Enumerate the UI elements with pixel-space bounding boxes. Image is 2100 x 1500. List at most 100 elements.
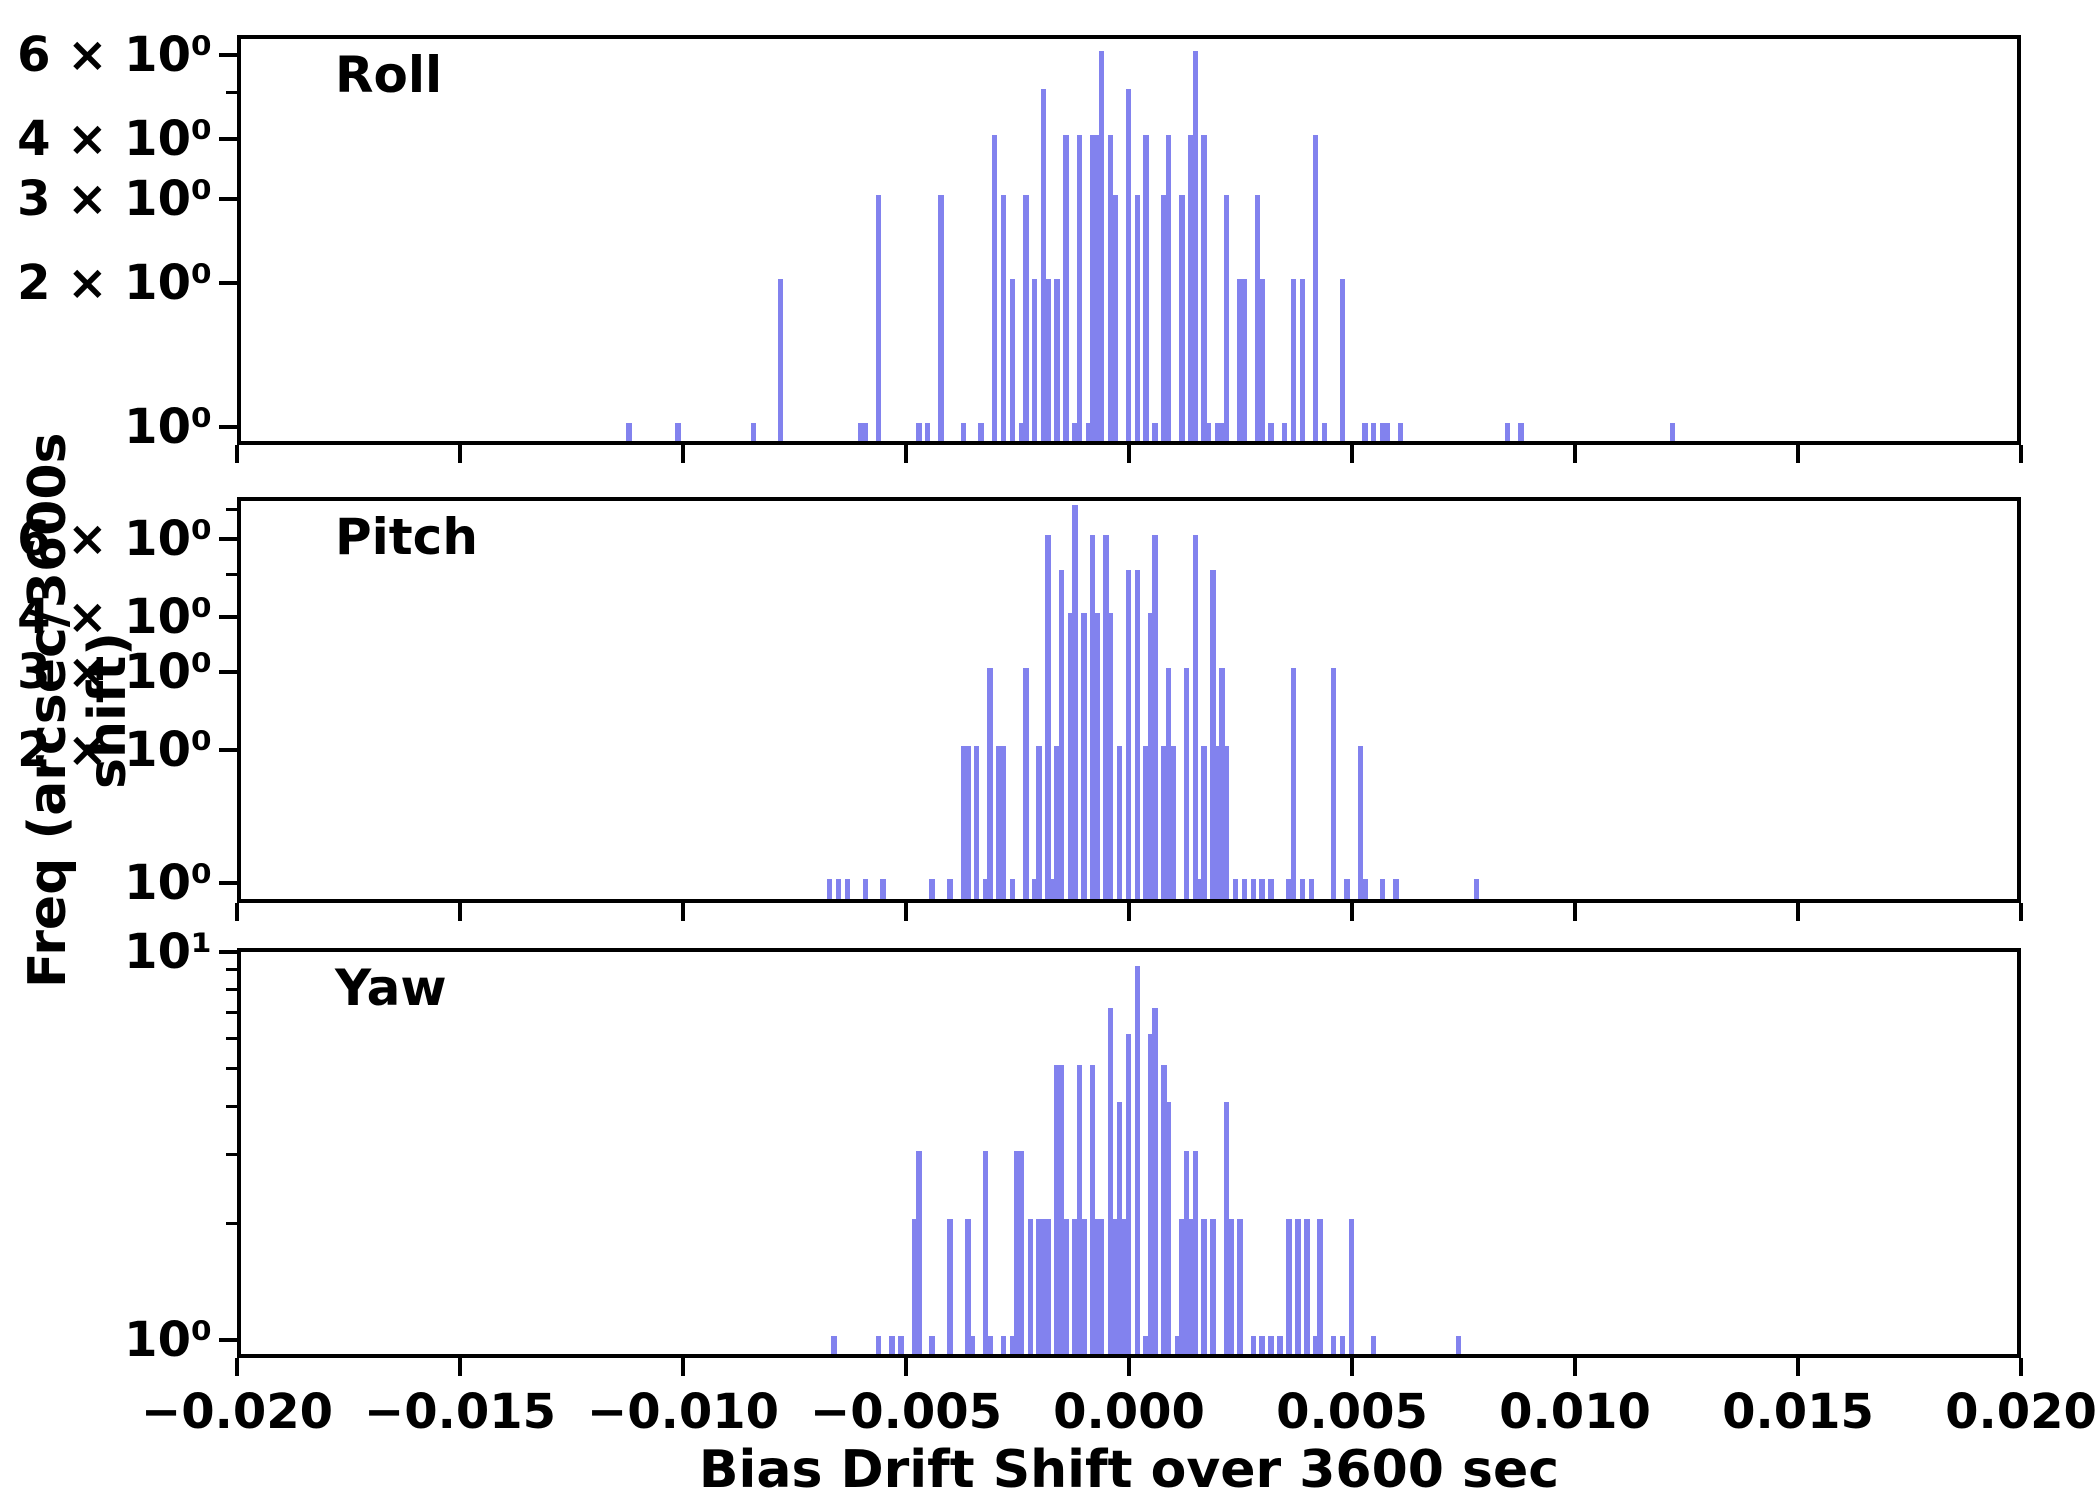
histogram-bar bbox=[1183, 668, 1190, 899]
histogram-bar bbox=[1023, 668, 1029, 899]
histogram-bar bbox=[1040, 88, 1047, 441]
histogram-bar bbox=[960, 745, 967, 899]
histogram-bar bbox=[1143, 1336, 1149, 1354]
y-tick-mark bbox=[219, 537, 237, 542]
histogram-bar bbox=[1250, 879, 1257, 899]
x-tick-mark bbox=[904, 903, 908, 921]
histogram-bar bbox=[1152, 1008, 1158, 1354]
x-tick-label: −0.005 bbox=[809, 1384, 1003, 1440]
x-tick-mark bbox=[235, 903, 239, 921]
histogram-bar bbox=[1165, 1102, 1172, 1354]
histogram-bar bbox=[1214, 745, 1221, 899]
histogram-bar bbox=[1161, 745, 1167, 899]
histogram-bar bbox=[924, 423, 931, 441]
x-tick-mark bbox=[458, 903, 462, 921]
histogram-bar bbox=[969, 1336, 976, 1354]
histogram-bar bbox=[1018, 423, 1025, 441]
histogram-bar bbox=[1072, 423, 1078, 441]
x-tick-mark bbox=[1796, 903, 1800, 921]
histogram-bar bbox=[1125, 88, 1132, 441]
histogram-bar bbox=[1339, 279, 1346, 441]
histogram-bar bbox=[1094, 612, 1100, 899]
histogram-bar bbox=[1268, 879, 1274, 899]
histogram-bar bbox=[1089, 135, 1096, 441]
histogram-bar bbox=[1268, 1336, 1274, 1354]
histogram-bar bbox=[1000, 194, 1007, 441]
histogram-bar bbox=[1290, 668, 1297, 899]
panel-title-roll: Roll bbox=[335, 46, 443, 104]
histogram-bar bbox=[1379, 423, 1386, 441]
x-tick-mark bbox=[458, 1358, 462, 1376]
histogram-bar bbox=[1063, 1219, 1069, 1354]
histogram-bar bbox=[929, 1336, 935, 1354]
histogram-bar bbox=[1036, 745, 1042, 899]
histogram-bar bbox=[991, 135, 998, 441]
histogram-bar bbox=[626, 423, 632, 441]
histogram-bar bbox=[1094, 1219, 1100, 1354]
histogram-bar bbox=[1219, 423, 1225, 441]
y-minor-tick-mark bbox=[226, 1104, 237, 1108]
histogram-bar bbox=[1009, 279, 1016, 441]
histogram-bar bbox=[1116, 1102, 1123, 1354]
histogram-bar bbox=[1192, 535, 1199, 899]
y-minor-tick-mark bbox=[226, 968, 237, 972]
y-tick-mark bbox=[219, 281, 237, 286]
histogram-bar bbox=[1192, 1150, 1199, 1354]
histogram-bar bbox=[1210, 570, 1216, 899]
histogram-bar bbox=[965, 745, 971, 899]
x-tick-mark bbox=[904, 1358, 908, 1376]
y-tick-label: 6 × 10⁰ bbox=[17, 511, 212, 568]
histogram-bar bbox=[844, 879, 851, 899]
histogram-bar bbox=[1058, 1064, 1065, 1354]
histogram-bar bbox=[1054, 1064, 1060, 1354]
panel-yaw bbox=[237, 948, 2021, 1358]
histogram-bar bbox=[1330, 668, 1337, 899]
histogram-bar bbox=[1098, 51, 1105, 441]
histogram-bar bbox=[1067, 612, 1074, 899]
histogram-bar bbox=[1223, 1102, 1230, 1354]
histogram-bar bbox=[947, 879, 953, 899]
histogram-bar bbox=[1183, 1150, 1190, 1354]
histogram-bar bbox=[898, 1336, 904, 1354]
y-tick-label: 10⁰ bbox=[124, 855, 212, 911]
y-minor-tick-mark bbox=[226, 572, 237, 576]
histogram-bar bbox=[1125, 1034, 1132, 1354]
histogram-bar bbox=[1081, 612, 1087, 899]
histogram-bar bbox=[1473, 879, 1480, 899]
histogram-bar bbox=[1152, 423, 1158, 441]
histogram-bar bbox=[1237, 1219, 1243, 1354]
histogram-bar bbox=[862, 879, 868, 899]
histogram-bar bbox=[1518, 423, 1524, 441]
histogram-bar bbox=[1228, 1219, 1234, 1354]
histogram-bar bbox=[1000, 1336, 1007, 1354]
histogram-bar bbox=[1000, 745, 1007, 899]
y-minor-tick-mark bbox=[226, 1010, 237, 1014]
histogram-bar bbox=[1009, 879, 1016, 899]
y-tick-mark bbox=[219, 1338, 237, 1342]
histogram-bar bbox=[1027, 1219, 1034, 1354]
histogram-bar bbox=[1254, 194, 1261, 441]
histogram-bar bbox=[880, 879, 886, 899]
histogram-bar bbox=[889, 1336, 895, 1354]
histogram-bar bbox=[875, 1336, 882, 1354]
histogram-bar bbox=[1317, 1219, 1323, 1354]
histogram-bar bbox=[1219, 668, 1225, 899]
x-tick-label: 0.000 bbox=[1053, 1384, 1205, 1440]
histogram-bar bbox=[1379, 879, 1386, 899]
histogram-bar bbox=[1081, 1219, 1087, 1354]
histogram-bar bbox=[1161, 1064, 1167, 1354]
x-tick-mark bbox=[1796, 445, 1800, 463]
histogram-bar bbox=[1290, 279, 1297, 441]
x-tick-label: −0.010 bbox=[586, 1384, 780, 1440]
histogram-bar bbox=[1299, 879, 1306, 899]
histogram-bar bbox=[1179, 194, 1185, 441]
histogram-bar bbox=[1277, 1336, 1283, 1354]
y-tick-mark bbox=[219, 137, 237, 142]
x-tick-label: 0.010 bbox=[1499, 1384, 1651, 1440]
y-tick-label: 6 × 10⁰ bbox=[17, 27, 212, 84]
histogram-bar bbox=[1040, 1219, 1047, 1354]
y-tick-label: 2 × 10⁰ bbox=[17, 721, 212, 778]
histogram-bar bbox=[1205, 423, 1212, 441]
x-tick-label: 0.005 bbox=[1276, 1384, 1428, 1440]
